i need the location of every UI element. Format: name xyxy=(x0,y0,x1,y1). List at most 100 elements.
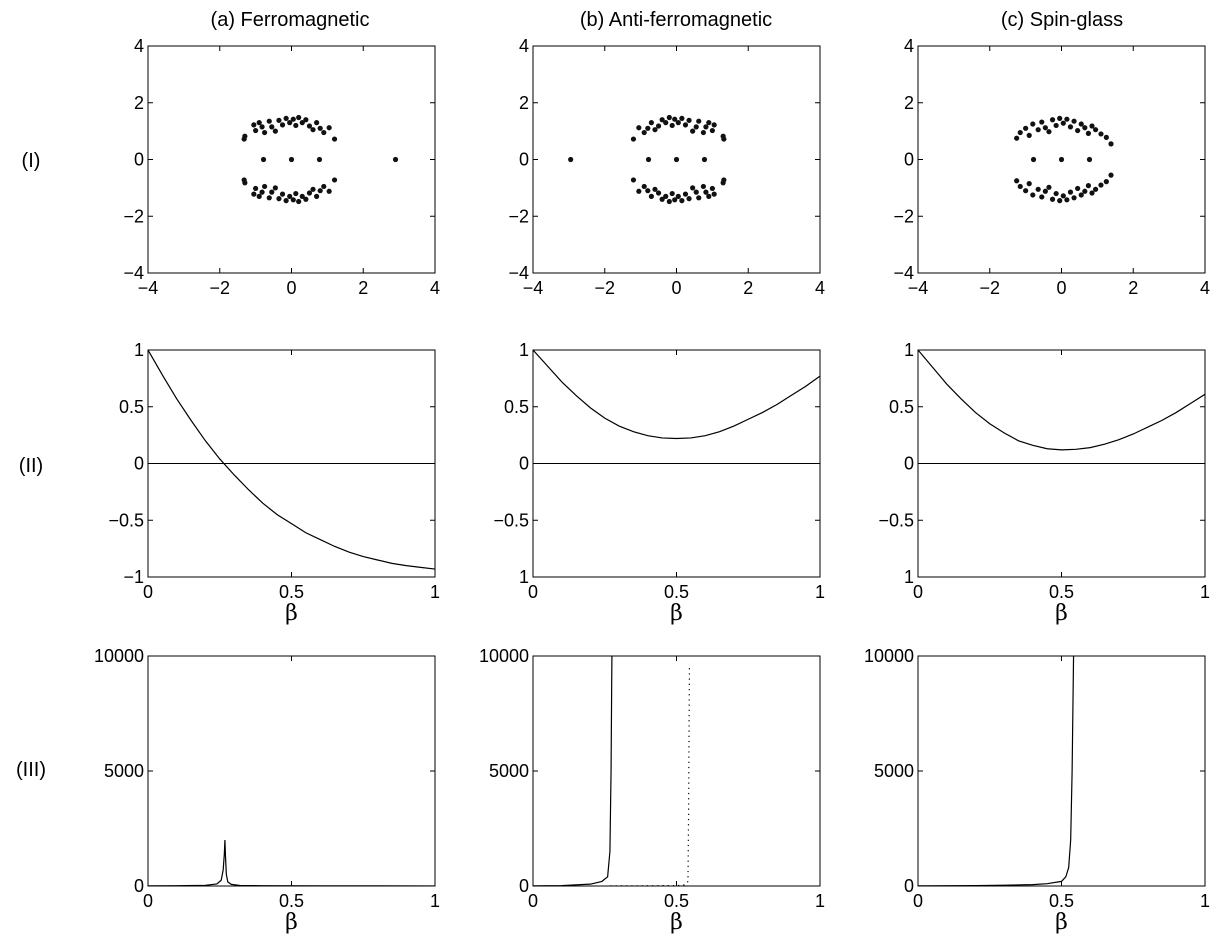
x-tick-label: 0 xyxy=(286,278,296,298)
axes-frame xyxy=(917,655,1206,887)
eigenvalue-point xyxy=(279,122,286,128)
x-tick-label: 0 xyxy=(528,891,538,911)
panels: −4 −2 0 2 4 −4 −2 0 2 4 −4 −2 0 2 4 −4 −2 0 2 4 −4 −2 0 2 4 −4 −2 0… xyxy=(94,36,1210,935)
eigenvalue-point xyxy=(287,120,293,126)
eigenvalue-point xyxy=(287,193,293,199)
x-tick-label: 4 xyxy=(815,278,825,298)
x-tick-label: −4 xyxy=(138,278,159,298)
y-tick-label: −1 xyxy=(123,567,144,587)
eigenvalue-point xyxy=(669,122,675,129)
eigenvalue-point xyxy=(1060,120,1066,126)
y-tick-label: 0 xyxy=(519,150,529,170)
eigenvalue-point xyxy=(296,198,302,205)
eigenvalue-point xyxy=(279,191,286,197)
eigenvalue-point xyxy=(1030,156,1037,163)
eigenvalue-point xyxy=(326,125,332,131)
eigenvalue-point xyxy=(299,120,305,126)
eigenvalue-point xyxy=(272,185,278,191)
eigenvalue-point xyxy=(1046,184,1052,190)
axes-frame xyxy=(532,655,821,887)
panel-b-I: −4 −2 0 2 4 −4 −2 0 2 4 xyxy=(508,36,825,298)
y-tick-label: 0.5 xyxy=(119,397,144,417)
eigenvalue-point xyxy=(1082,125,1088,131)
x-tick-label: 1 xyxy=(430,891,440,911)
plot-area xyxy=(148,350,435,570)
x-tick-label: 1 xyxy=(1200,891,1210,911)
x-axis-label: β xyxy=(1055,601,1068,626)
eigenvalue-point xyxy=(682,191,689,197)
eigenvalue-point xyxy=(1017,183,1023,190)
panel-c-III: 0 0.5 1 0 5000 10000 β xyxy=(864,646,1210,935)
eigenvalue-point xyxy=(1071,195,1077,201)
eigenvalue-point xyxy=(636,125,642,131)
eigenvalue-point xyxy=(261,183,268,190)
eigenvalue-point xyxy=(641,129,647,136)
eigenvalue-point xyxy=(306,123,313,129)
eigenvalue-point xyxy=(652,186,658,192)
y-tick-label: −4 xyxy=(123,263,144,283)
eigenvalue-point xyxy=(256,193,262,199)
series-line xyxy=(918,656,1075,886)
eigenvalue-point xyxy=(666,198,672,205)
x-tick-label: 0 xyxy=(143,582,153,602)
eigenvalue-point xyxy=(630,136,637,142)
y-tick-label: 0 xyxy=(134,150,144,170)
eigenvalue-point xyxy=(686,196,692,202)
eigenvalue-point xyxy=(700,183,707,190)
eigenvalue-point xyxy=(1057,198,1063,204)
eigenvalue-point xyxy=(1108,141,1114,147)
x-axis-label: β xyxy=(670,601,683,626)
eigenvalue-point xyxy=(655,123,662,129)
plot-area xyxy=(1014,115,1114,204)
eigenvalue-point xyxy=(1053,122,1059,129)
eigenvalue-point xyxy=(314,120,320,126)
eigenvalue-point xyxy=(1058,156,1065,163)
x-tick-label: 0.5 xyxy=(279,582,304,602)
eigenvalue-point xyxy=(1098,182,1104,188)
eigenvalue-point xyxy=(1026,132,1032,138)
eigenvalue-point xyxy=(663,120,669,126)
eigenvalue-point xyxy=(1035,127,1041,133)
eigenvalue-point xyxy=(706,120,712,126)
eigenvalue-point xyxy=(673,156,680,163)
eigenvalue-point xyxy=(675,193,681,199)
eigenvalue-point xyxy=(259,124,265,130)
x-tick-label: 0.5 xyxy=(664,582,689,602)
y-tick-label: 0 xyxy=(134,454,144,474)
eigenvalue-point xyxy=(260,156,267,163)
eigenvalue-point xyxy=(1014,135,1020,141)
eigenvalue-point xyxy=(1103,179,1109,185)
eigenvalue-point xyxy=(630,177,637,183)
eigenvalue-point xyxy=(1030,192,1036,198)
y-tick-label: 1 xyxy=(519,340,529,360)
y-tick-label: 1 xyxy=(134,340,144,360)
eigenvalue-point xyxy=(696,118,702,124)
eigenvalue-point xyxy=(1085,183,1092,189)
panel-b-III: 0 0.5 1 0 5000 10000 β xyxy=(479,646,825,935)
y-tick-label: −2 xyxy=(123,206,144,226)
y-tick-label: 10000 xyxy=(864,646,914,666)
y-tick-label: 2 xyxy=(134,93,144,113)
panel-a-I: −4 −2 0 2 4 −4 −2 0 2 4 xyxy=(123,36,440,298)
eigenvalue-point xyxy=(1026,181,1032,187)
eigenvalue-point xyxy=(675,120,681,126)
y-tick-label: 1 xyxy=(904,567,914,587)
eigenvalue-point xyxy=(648,120,654,126)
eigenvalue-point xyxy=(696,195,702,201)
eigenvalue-point xyxy=(666,114,672,121)
eigenvalue-point xyxy=(392,156,399,163)
row-label-i: (I) xyxy=(22,150,41,172)
eigenvalue-point xyxy=(331,136,338,142)
eigenvalue-point xyxy=(1064,116,1070,122)
eigenvalue-point xyxy=(1035,186,1041,192)
x-tick-label: 2 xyxy=(358,278,368,298)
eigenvalue-point xyxy=(679,198,685,204)
y-tick-label: 0.5 xyxy=(889,397,914,417)
eigenvalue-point xyxy=(1067,124,1074,130)
y-tick-label: −0.5 xyxy=(108,510,144,530)
eigenvalue-point xyxy=(1092,186,1099,192)
eigenvalue-point xyxy=(1089,123,1095,129)
eigenvalue-point xyxy=(701,156,708,163)
column-title-b: (b) Anti-ferromagnetic xyxy=(580,9,772,31)
eigenvalue-point xyxy=(1053,190,1059,197)
